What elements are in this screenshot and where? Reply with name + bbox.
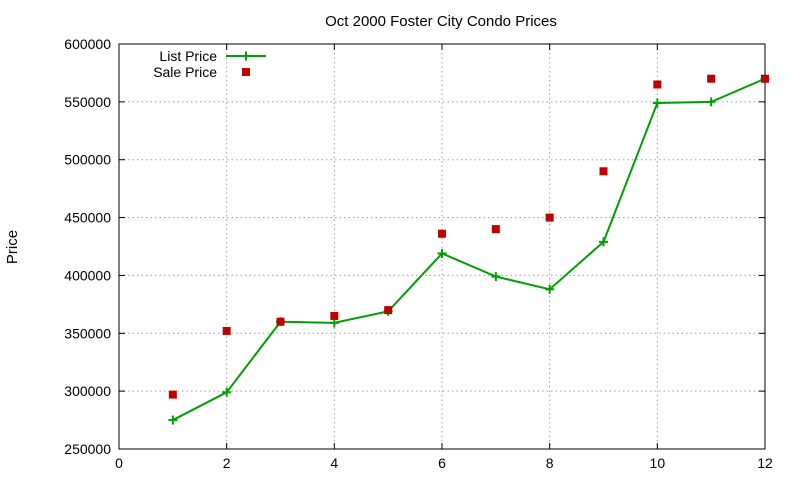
y-tick-label: 350000 [64,325,111,341]
list-price-point [168,415,178,425]
sale-price-point [653,80,662,89]
chart-title: Oct 2000 Foster City Condo Prices [325,13,557,30]
legend-marker-sale-price [242,68,250,76]
sale-price-point [545,213,554,222]
y-tick-label: 600000 [64,36,111,52]
x-tick-label: 0 [115,455,123,471]
sale-price-point [491,225,500,234]
y-tick-label: 550000 [64,94,111,110]
list-price-point [599,237,608,247]
legend-marker-list-price [241,51,251,61]
list-price-line [172,77,766,421]
y-tick-label: 400000 [64,267,111,283]
list-price-point [545,284,555,294]
x-tick-label: 2 [223,455,231,471]
axes: 0 2 4 6 8 10 12 250000 300000 350000 400000 450000 5… [64,36,773,471]
grid [119,44,765,449]
x-tick-label: 12 [757,455,773,471]
sale-price-point [707,74,716,83]
sale-price-point [276,317,285,326]
series-sale-price [168,74,769,399]
legend-label-sale-price: Sale Price [153,64,217,80]
series-layer [168,74,770,425]
list-price-point [437,248,447,258]
series-list-price [168,74,770,425]
list-price-point [706,97,716,107]
legend-label-list-price: List Price [159,48,217,64]
y-tick-label: 500000 [64,152,111,168]
sale-price-point [222,326,231,335]
sale-price-point [438,229,446,238]
list-price-point [222,387,232,397]
y-tick-label: 300000 [64,383,111,399]
x-tick-label: 10 [650,455,666,471]
sale-price-point [384,306,393,315]
sale-price-point [761,74,769,83]
list-price-point [652,98,662,108]
x-tick-label: 4 [330,455,338,471]
sale-price-point [168,390,177,399]
y-tick-label: 450000 [64,210,111,226]
plot-border [118,43,766,450]
sale-price-point [330,311,339,320]
y-axis-label: Price [4,230,21,264]
x-tick-label: 6 [438,455,446,471]
y-tick-label: 250000 [64,441,111,457]
sale-price-point [599,167,608,176]
x-tick-label: 8 [546,455,554,471]
list-price-point [491,272,501,282]
